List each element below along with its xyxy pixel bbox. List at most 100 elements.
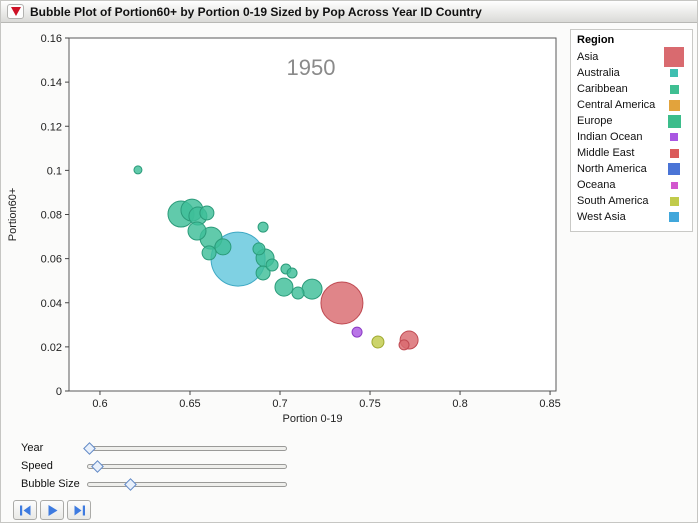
play-button[interactable] (40, 500, 64, 520)
bubble[interactable] (252, 242, 266, 256)
legend-item-label: Europe (577, 115, 613, 127)
legend-swatch[interactable] (667, 114, 681, 128)
legend-swatch-wrap (662, 181, 686, 189)
year-slider[interactable] (83, 441, 287, 455)
red-triangle-icon (10, 7, 21, 16)
legend-item[interactable]: Central America (577, 97, 686, 113)
speed-slider-thumb[interactable] (91, 459, 104, 473)
titlebar: Bubble Plot of Portion60+ by Portion 0-1… (1, 1, 697, 23)
legend-item[interactable]: West Asia (577, 209, 686, 225)
legend-swatch[interactable] (664, 47, 684, 67)
legend-swatch[interactable] (669, 196, 679, 206)
x-tick-label: 0.8 (452, 398, 467, 410)
x-tick-label: 0.6 (92, 398, 107, 410)
bubble[interactable] (320, 281, 364, 325)
legend-swatch-wrap (662, 133, 686, 141)
step-forward-button[interactable] (67, 500, 91, 520)
legend-swatch[interactable] (668, 163, 680, 175)
x-tick-label: 0.85 (539, 398, 560, 410)
legend-swatch[interactable] (670, 133, 678, 141)
legend-swatch-wrap (662, 47, 686, 67)
x-tick-label: 0.75 (359, 398, 380, 410)
legend-item-label: West Asia (577, 211, 626, 223)
bubble[interactable] (286, 267, 298, 279)
legend-item-label: South America (577, 195, 649, 207)
legend-item[interactable]: Australia (577, 65, 686, 81)
legend-item-label: Middle East (577, 147, 635, 159)
red-triangle-menu-button[interactable] (7, 4, 24, 19)
speed-slider-label: Speed (21, 460, 53, 472)
legend-swatch-wrap (662, 148, 686, 158)
bubble[interactable] (351, 326, 363, 338)
legend-item[interactable]: Asia (577, 47, 686, 67)
bubble[interactable] (201, 245, 217, 261)
legend-swatch[interactable] (669, 148, 679, 158)
legend-swatch-wrap (662, 114, 686, 128)
legend-swatch[interactable] (670, 181, 678, 189)
legend-item-label: Caribbean (577, 83, 628, 95)
bubble[interactable] (199, 205, 215, 221)
bubble-size-slider-label: Bubble Size (21, 478, 80, 490)
legend-swatch[interactable] (669, 84, 679, 94)
legend-swatch-wrap (662, 99, 686, 111)
step-back-button[interactable] (13, 500, 37, 520)
legend-item[interactable]: Europe (577, 113, 686, 129)
x-tick-label: 0.65 (179, 398, 200, 410)
legend-item-label: Indian Ocean (577, 131, 643, 143)
bubble[interactable] (257, 221, 269, 233)
bubble[interactable] (291, 286, 305, 300)
bubble[interactable] (255, 265, 271, 281)
bubble[interactable] (265, 258, 279, 272)
bubble[interactable] (214, 238, 232, 256)
bubble-size-slider[interactable] (87, 477, 287, 491)
legend-swatch[interactable] (670, 69, 678, 77)
window-title: Bubble Plot of Portion60+ by Portion 0-1… (30, 4, 482, 19)
legend-swatch-wrap (662, 212, 686, 222)
legend-item[interactable]: Indian Ocean (577, 129, 686, 145)
slider-row-year: Year (1, 439, 381, 457)
legend-item[interactable]: South America (577, 193, 686, 209)
speed-slider[interactable] (87, 459, 287, 473)
y-tick-label: 0.12 (41, 121, 62, 133)
legend-swatch[interactable] (668, 99, 680, 111)
bubble-plot-chart: 0.6 0.65 0.7 0.75 0.8 0.85 0 0.02 0.04 0.06 0.08 0.… (7, 33, 561, 425)
legend-swatch-wrap (662, 163, 686, 175)
legend-items: Asia Australia Caribbean Central America Eur… (577, 47, 686, 225)
bubble-size-slider-thumb[interactable] (123, 477, 137, 491)
bubble[interactable] (398, 339, 410, 351)
y-tick-label: 0.02 (41, 342, 62, 354)
year-slider-label: Year (21, 442, 44, 454)
x-tick-label: 0.7 (272, 398, 287, 410)
animation-controls: Year Speed Bubble Size (1, 439, 381, 520)
legend-item[interactable]: Oceana (577, 177, 686, 193)
region-legend: Region Asia Australia Caribbean Central Ame… (570, 29, 693, 232)
legend-item[interactable]: North America (577, 161, 686, 177)
y-tick-label: 0.1 (47, 165, 62, 177)
y-axis-title: Portion60+ (7, 188, 19, 242)
year-overlay-label: 1950 (287, 55, 336, 80)
y-tick-label: 0 (56, 386, 62, 398)
legend-swatch-wrap (662, 84, 686, 94)
bubble[interactable] (187, 221, 207, 241)
y-tick-label: 0.06 (41, 254, 62, 266)
legend-item-label: Asia (577, 51, 599, 63)
legend-item[interactable]: Caribbean (577, 81, 686, 97)
play-icon (48, 504, 57, 516)
y-tick-label: 0.04 (41, 298, 62, 310)
bubble[interactable] (301, 278, 323, 300)
bubble[interactable] (371, 335, 385, 349)
bubble[interactable] (274, 277, 294, 297)
slider-row-bubble-size: Bubble Size (1, 475, 381, 493)
legend-title: Region (577, 34, 615, 46)
legend-item-label: Central America (577, 99, 656, 111)
x-axis-title: Portion 0-19 (283, 413, 343, 425)
bubble[interactable] (133, 165, 143, 175)
legend-item-label: North America (577, 163, 647, 175)
legend-swatch[interactable] (669, 212, 679, 222)
y-tick-label: 0.14 (41, 77, 62, 89)
legend-item[interactable]: Middle East (577, 145, 686, 161)
slider-row-speed: Speed (1, 457, 381, 475)
playback-buttons (1, 493, 381, 520)
legend-item-label: Oceana (577, 179, 616, 191)
